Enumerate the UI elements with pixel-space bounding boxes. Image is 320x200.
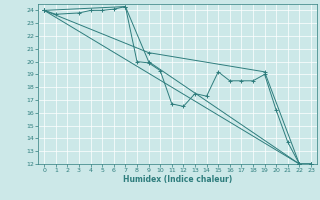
X-axis label: Humidex (Indice chaleur): Humidex (Indice chaleur) <box>123 175 232 184</box>
